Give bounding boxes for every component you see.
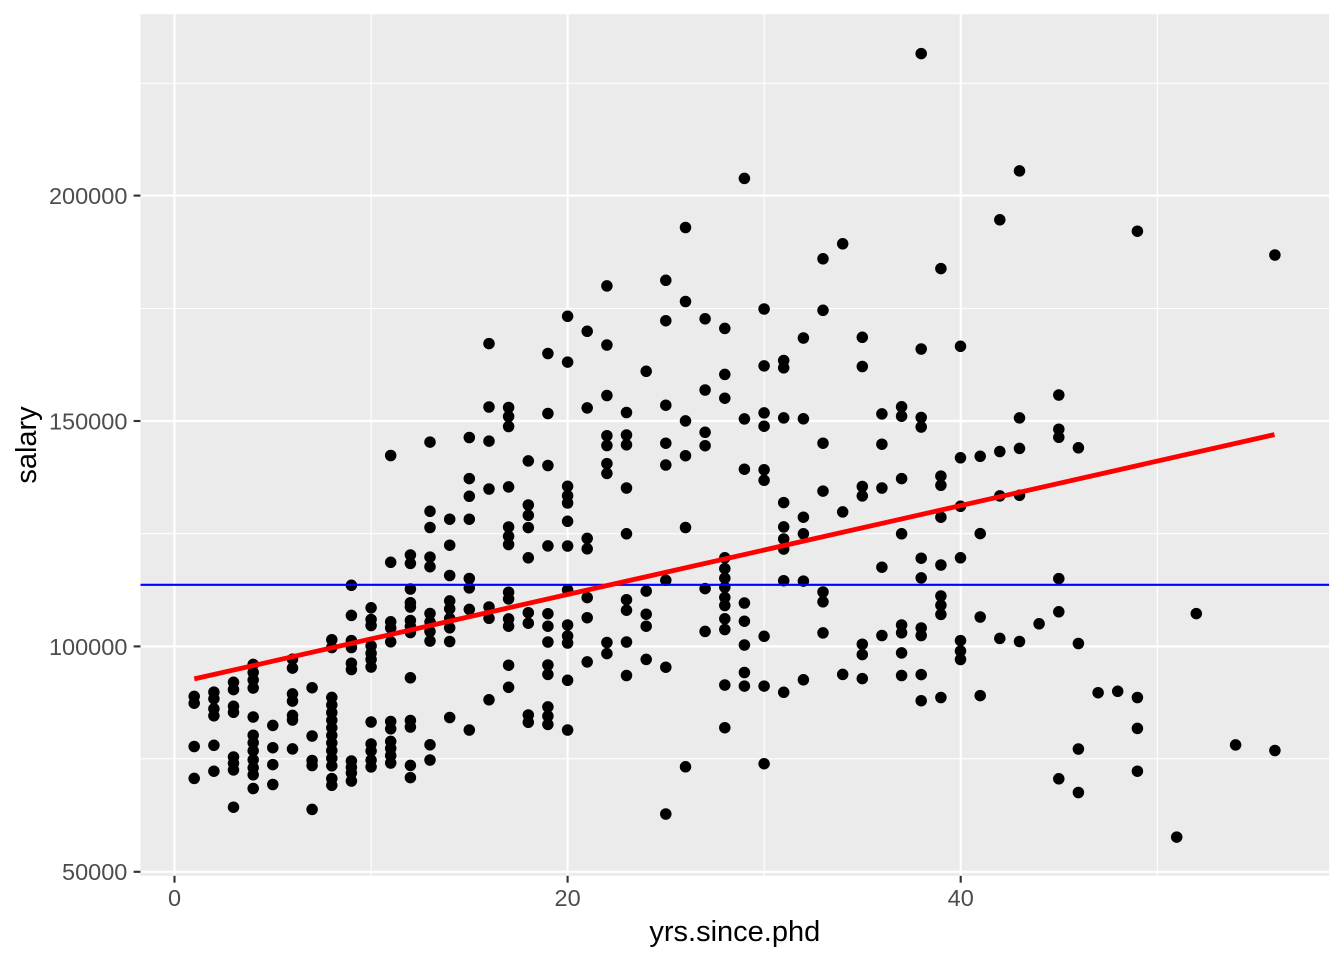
svg-text:20: 20 [555,885,581,911]
svg-text:150000: 150000 [49,408,127,434]
svg-text:salary: salary [11,406,43,484]
svg-text:200000: 200000 [49,183,127,209]
svg-text:100000: 100000 [49,634,127,660]
svg-text:40: 40 [948,885,974,911]
svg-text:0: 0 [168,885,181,911]
svg-text:50000: 50000 [62,859,127,885]
svg-text:yrs.since.phd: yrs.since.phd [649,916,820,948]
